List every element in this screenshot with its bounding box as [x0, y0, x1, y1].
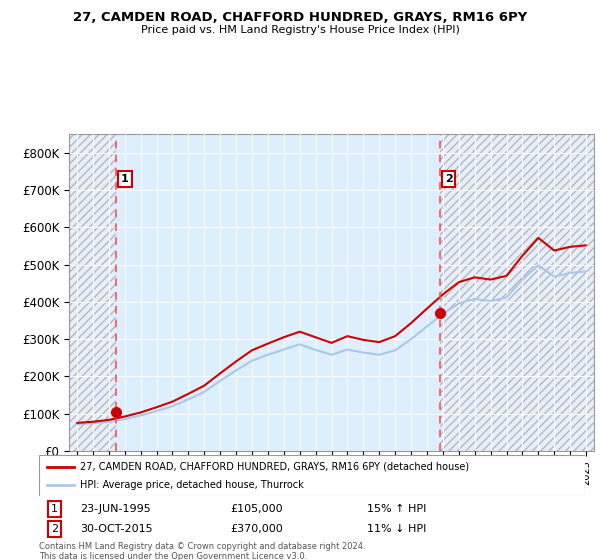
Text: 2: 2 [51, 524, 58, 534]
Text: 23-JUN-1995: 23-JUN-1995 [80, 504, 151, 514]
Text: 2: 2 [445, 174, 452, 184]
Text: £105,000: £105,000 [230, 504, 283, 514]
Text: 1: 1 [51, 504, 58, 514]
Text: 1: 1 [121, 174, 129, 184]
Text: 27, CAMDEN ROAD, CHAFFORD HUNDRED, GRAYS, RM16 6PY: 27, CAMDEN ROAD, CHAFFORD HUNDRED, GRAYS… [73, 11, 527, 24]
Text: 27, CAMDEN ROAD, CHAFFORD HUNDRED, GRAYS, RM16 6PY (detached house): 27, CAMDEN ROAD, CHAFFORD HUNDRED, GRAYS… [80, 461, 469, 472]
Text: 30-OCT-2015: 30-OCT-2015 [80, 524, 152, 534]
Text: HPI: Average price, detached house, Thurrock: HPI: Average price, detached house, Thur… [80, 480, 304, 490]
Text: Price paid vs. HM Land Registry's House Price Index (HPI): Price paid vs. HM Land Registry's House … [140, 25, 460, 35]
Text: 15% ↑ HPI: 15% ↑ HPI [367, 504, 426, 514]
Bar [69, 134, 116, 451]
Text: Contains HM Land Registry data © Crown copyright and database right 2024.
This d: Contains HM Land Registry data © Crown c… [39, 542, 365, 560]
Text: £370,000: £370,000 [230, 524, 283, 534]
Bar [440, 134, 594, 451]
Text: 11% ↓ HPI: 11% ↓ HPI [367, 524, 426, 534]
